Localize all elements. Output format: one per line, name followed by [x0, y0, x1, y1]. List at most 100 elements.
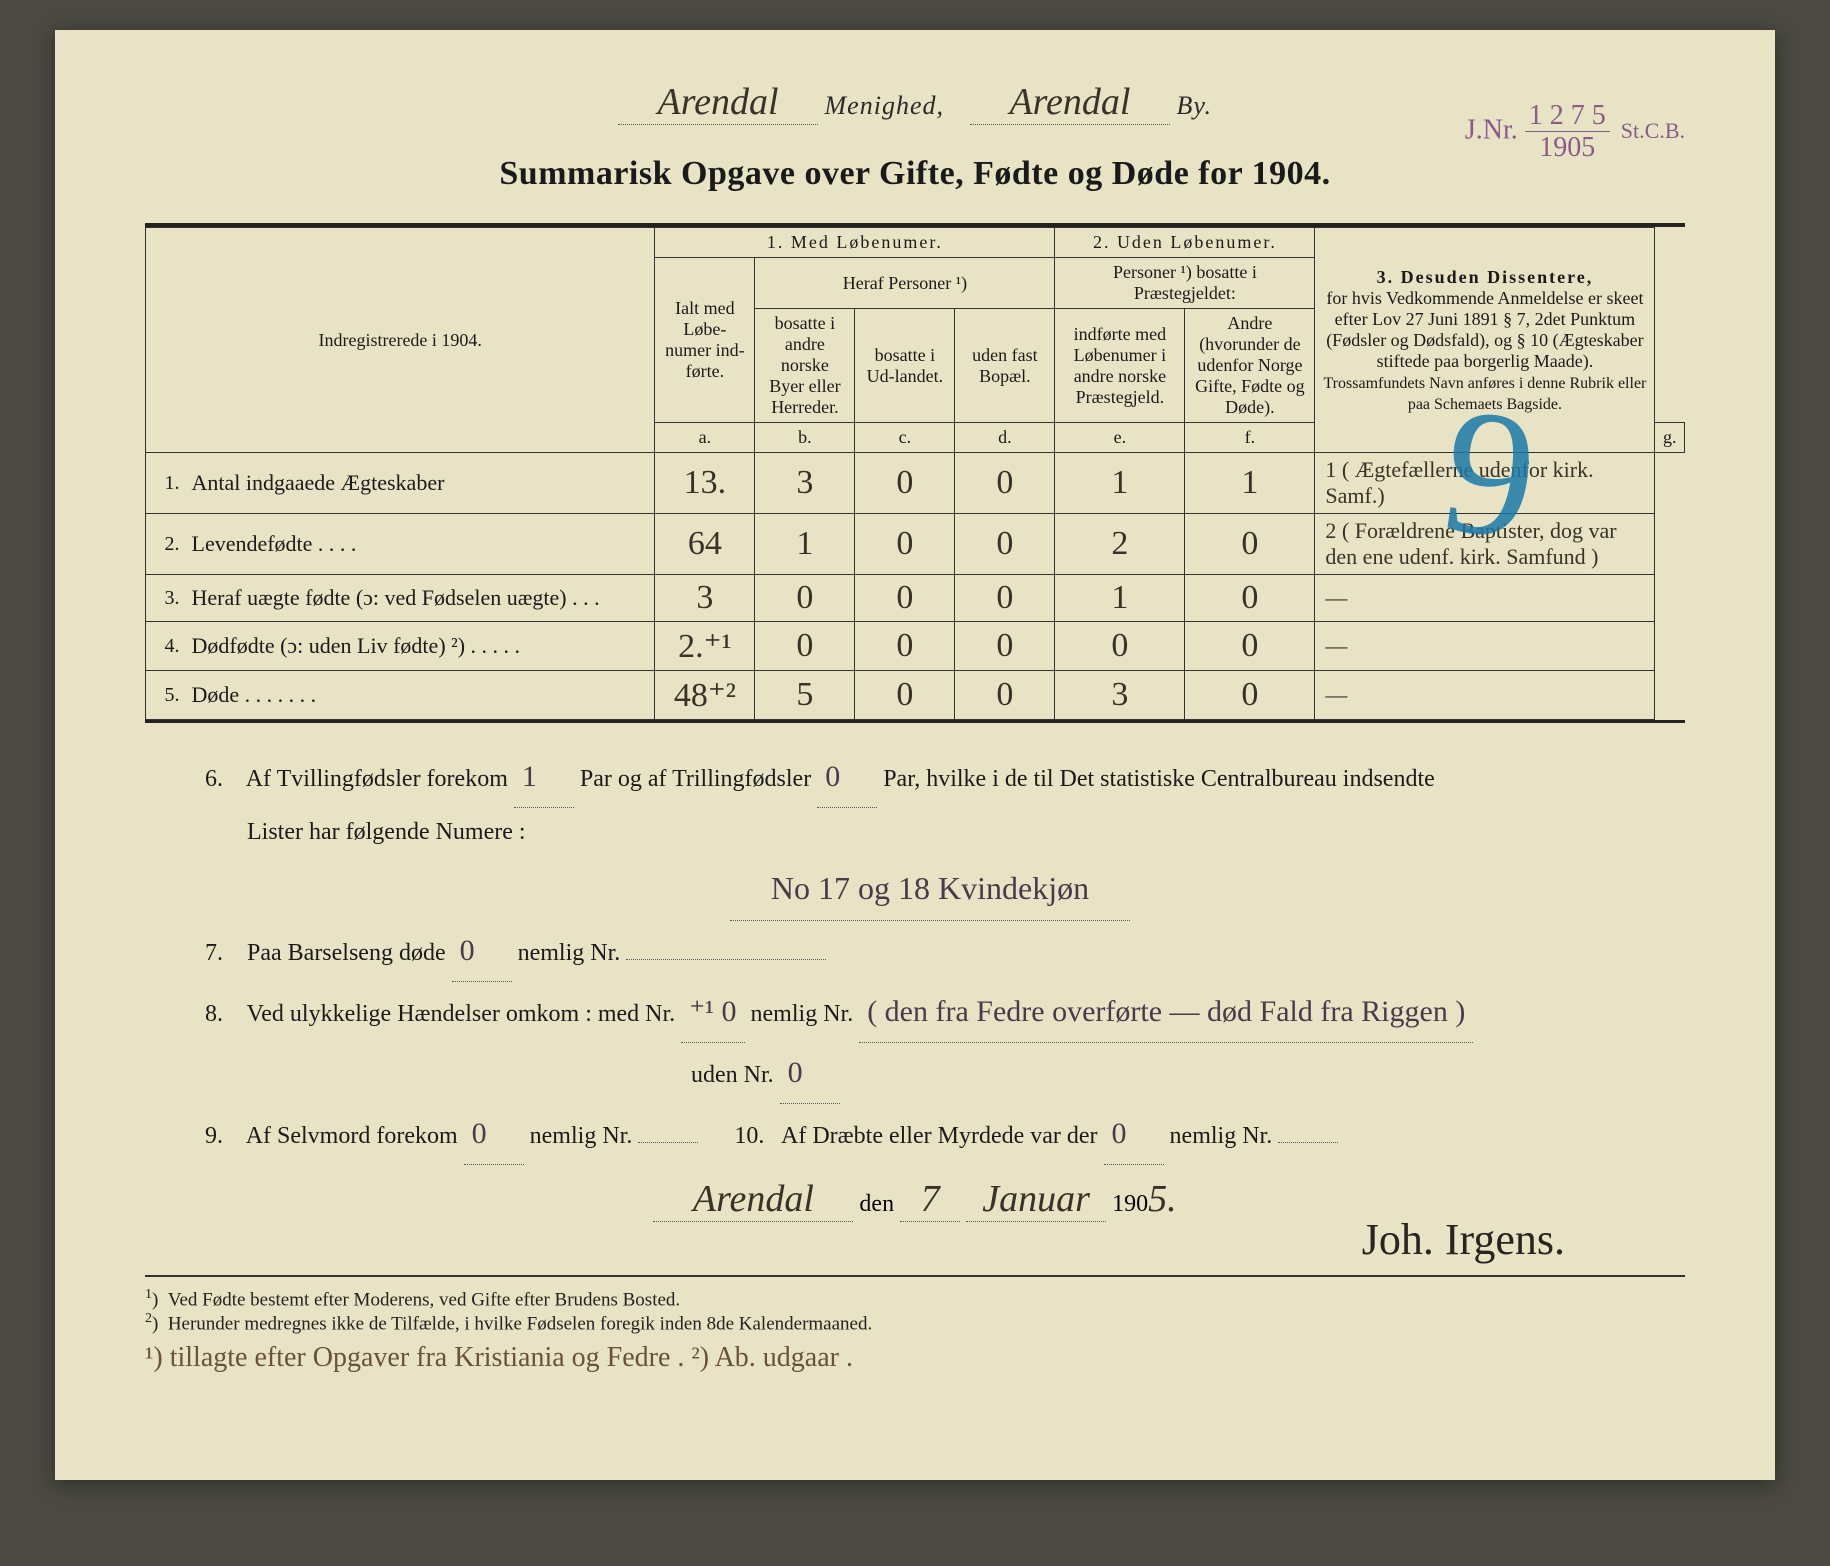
col-heraf: Heraf Personer ¹) [755, 258, 1055, 309]
row-label: Døde . . . . . . . [186, 671, 655, 720]
note-8: 8. Ved ulykkelige Hændelser omkom : med … [205, 982, 1655, 1104]
cell-c: 0 [855, 622, 955, 671]
n8b: nemlig Nr. [751, 1001, 854, 1027]
cell-c: 0 [855, 514, 955, 575]
table-row: 4.Dødfødte (ɔ: uden Liv fødte) ²) . . . … [146, 622, 1685, 671]
bottom-handwriting: ¹) tillagte efter Opgaver fra Kristiania… [145, 1342, 1685, 1374]
table-row: 5.Døde . . . . . . .48⁺²50030— [146, 671, 1685, 720]
n10v: 0 [1104, 1104, 1164, 1165]
col-group3: 3. Desuden Dissentere, for hvis Vedkomme… [1315, 228, 1655, 453]
n9a: Af Selvmord forekom [246, 1123, 458, 1149]
table-row: 3.Heraf uægte fødte (ɔ: ved Fødselen uæg… [146, 575, 1685, 622]
cell-b: 0 [755, 575, 855, 622]
n7a: Paa Barselseng døde [247, 940, 446, 966]
col-group2: 2. Uden Løbenumer. [1055, 228, 1315, 258]
col-indreg: Indregistrerede i 1904. [146, 228, 655, 453]
col-e: indførte med Løbenumer i andre norske Pr… [1055, 309, 1185, 423]
stamp-suffix: St.C.B. [1621, 118, 1685, 143]
header-line: Arendal Menighed, Arendal By. [145, 80, 1685, 125]
n10b: nemlig Nr. [1170, 1123, 1273, 1149]
g3-title: 3. Desuden Dissentere, [1377, 267, 1594, 287]
cell-f: 0 [1185, 575, 1315, 622]
sig-den: den [859, 1191, 894, 1217]
n6-trilling: 0 [817, 747, 877, 808]
row-number: 1. [146, 453, 186, 514]
stamp-year: 1905 [1539, 132, 1595, 163]
letter-e: e. [1055, 423, 1185, 453]
main-table-wrap: Indregistrerede i 1904. 1. Med Løbenumer… [145, 223, 1685, 723]
n7-blank [626, 959, 826, 960]
n8text: ( den fra Fedre overførte — død Fald fra… [859, 982, 1473, 1043]
note-6: 6. Af Tvillingfødsler forekom 1 Par og a… [205, 747, 1655, 921]
notes-section: 6. Af Tvillingfødsler forekom 1 Par og a… [145, 723, 1685, 1165]
footnote-2: Herunder medregnes ikke de Tilfælde, i h… [168, 1314, 872, 1335]
n6-tvilling: 1 [514, 747, 574, 808]
row-number: 5. [146, 671, 186, 720]
footnotes: 1) Ved Fødte bestemt efter Moderens, ved… [145, 1275, 1685, 1336]
parish-name: Arendal [618, 80, 818, 125]
cell-g: — [1315, 671, 1655, 720]
col-pers2: Personer ¹) bosatte i Præstegjeldet: [1055, 258, 1315, 309]
parish-label: Menighed, [825, 91, 944, 120]
sig-year-prefix: 190 [1112, 1191, 1148, 1217]
n9b: nemlig Nr. [530, 1123, 633, 1149]
stamp-prefix: J.Nr. [1465, 114, 1518, 145]
city-name: Arendal [970, 80, 1170, 125]
n7v: 0 [452, 921, 512, 982]
letter-b: b. [755, 423, 855, 453]
cell-f: 0 [1185, 671, 1315, 720]
note-9-10: 9. Af Selvmord forekom 0 nemlig Nr. 10. … [205, 1104, 1655, 1165]
cell-b: 3 [755, 453, 855, 514]
cell-a: 13. [655, 453, 755, 514]
letter-d: d. [955, 423, 1055, 453]
cell-d: 0 [955, 575, 1055, 622]
journal-number-stamp: J.Nr. 1 2 7 5 1905 St.C.B. [1465, 100, 1685, 164]
sig-year-last: 5. [1148, 1178, 1177, 1220]
city-label: By. [1176, 91, 1212, 120]
cell-e: 0 [1055, 622, 1185, 671]
row-number: 3. [146, 575, 186, 622]
cell-b: 0 [755, 622, 855, 671]
cell-c: 0 [855, 671, 955, 720]
main-title: Summarisk Opgave over Gifte, Fødte og Dø… [145, 155, 1685, 193]
n7b: nemlig Nr. [518, 940, 621, 966]
cell-f: 0 [1185, 514, 1315, 575]
col-group1: 1. Med Løbenumer. [655, 228, 1055, 258]
n10-blank [1278, 1142, 1338, 1143]
cell-b: 1 [755, 514, 855, 575]
cell-c: 0 [855, 453, 955, 514]
cell-e: 2 [1055, 514, 1185, 575]
col-f: Andre (hvorunder de udenfor Norge Gifte,… [1185, 309, 1315, 423]
n8c: uden Nr. [691, 1062, 774, 1088]
cell-a: 64 [655, 514, 755, 575]
cell-e: 3 [1055, 671, 1185, 720]
letter-c: c. [855, 423, 955, 453]
col-a: Ialt med Løbe-numer ind-førte. [655, 258, 755, 423]
cell-g: 1 ( Ægtefællerne udenfor kirk. Samf.) [1315, 453, 1655, 514]
letter-g: g. [1655, 423, 1685, 453]
note-7: 7. Paa Barselseng døde 0 nemlig Nr. [205, 921, 1655, 982]
footnote-1: Ved Fødte bestemt efter Moderens, ved Gi… [168, 1289, 680, 1310]
cell-f: 0 [1185, 622, 1315, 671]
main-table: Indregistrerede i 1904. 1. Med Løbenumer… [145, 227, 1685, 720]
g3-body: for hvis Vedkommende Anmeldelse er skeet… [1326, 288, 1643, 371]
row-number: 4. [146, 622, 186, 671]
n9-blank [638, 1142, 698, 1143]
col-d: uden fast Bopæl. [955, 309, 1055, 423]
cell-g: — [1315, 575, 1655, 622]
sig-day: 7 [900, 1177, 960, 1222]
row-label: Levendefødte . . . . [186, 514, 655, 575]
sig-place: Arendal [653, 1177, 853, 1222]
row-number: 2. [146, 514, 186, 575]
n6d: Lister har følgende Numere : [247, 819, 526, 845]
n6-numere: No 17 og 18 Kvindekjøn [730, 856, 1130, 921]
n10a: Af Dræbte eller Myrdede var der [781, 1123, 1098, 1149]
cell-f: 1 [1185, 453, 1315, 514]
cell-a: 2.⁺¹ [655, 622, 755, 671]
document-page: J.Nr. 1 2 7 5 1905 St.C.B. 9 Arendal Men… [55, 30, 1775, 1480]
sig-month: Januar [966, 1177, 1106, 1222]
n8uden: 0 [780, 1043, 840, 1104]
n8a: Ved ulykkelige Hændelser omkom : med Nr. [247, 1001, 676, 1027]
cell-b: 5 [755, 671, 855, 720]
n6b: Par og af Trillingfødsler [580, 766, 811, 792]
